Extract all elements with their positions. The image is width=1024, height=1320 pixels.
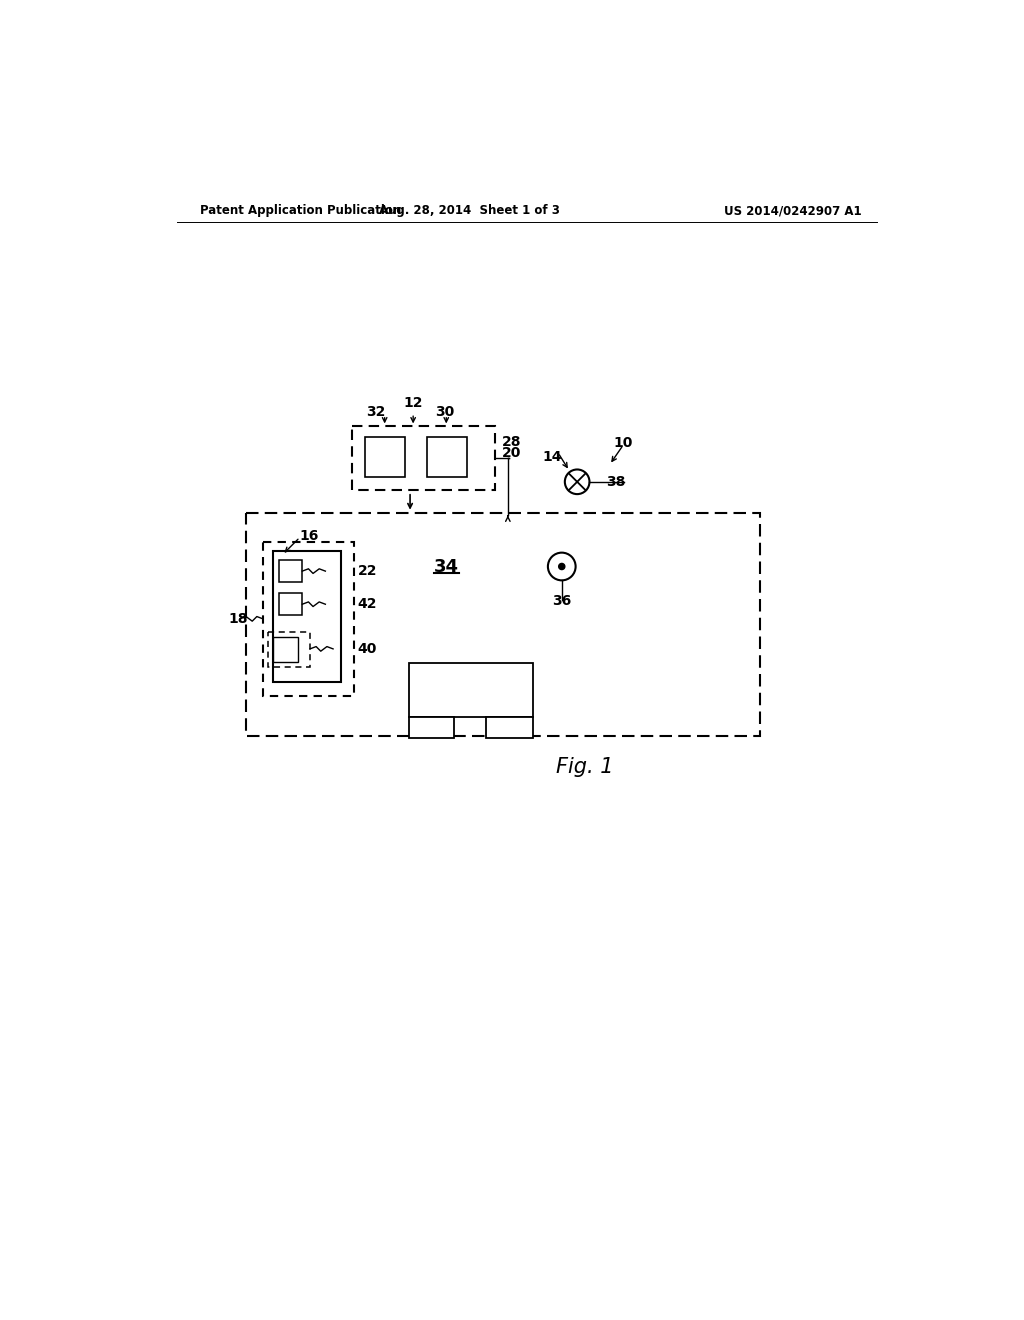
- Polygon shape: [410, 663, 532, 717]
- Text: Aug. 28, 2014  Sheet 1 of 3: Aug. 28, 2014 Sheet 1 of 3: [379, 205, 560, 218]
- Text: 32: 32: [366, 405, 385, 420]
- Text: 16: 16: [299, 529, 318, 543]
- Text: 12: 12: [403, 396, 423, 411]
- Text: 34: 34: [434, 557, 459, 576]
- Text: 36: 36: [552, 594, 571, 609]
- Polygon shape: [410, 717, 454, 738]
- Text: 20: 20: [502, 446, 521, 461]
- Text: 18: 18: [228, 612, 248, 626]
- Text: 28: 28: [502, 434, 521, 449]
- Text: 42: 42: [357, 597, 377, 611]
- Polygon shape: [280, 594, 302, 615]
- Text: US 2014/0242907 A1: US 2014/0242907 A1: [724, 205, 862, 218]
- Text: 38: 38: [606, 475, 626, 488]
- Polygon shape: [273, 638, 298, 663]
- Text: 30: 30: [435, 405, 455, 420]
- Text: 22: 22: [357, 564, 377, 578]
- Text: 14: 14: [543, 450, 562, 465]
- Polygon shape: [427, 437, 467, 478]
- Polygon shape: [486, 717, 532, 738]
- Polygon shape: [280, 561, 302, 582]
- Text: Fig. 1: Fig. 1: [556, 756, 613, 776]
- Text: 10: 10: [613, 437, 633, 450]
- Circle shape: [559, 564, 565, 570]
- Text: 40: 40: [357, 642, 377, 656]
- Text: Patent Application Publication: Patent Application Publication: [200, 205, 401, 218]
- Polygon shape: [366, 437, 406, 478]
